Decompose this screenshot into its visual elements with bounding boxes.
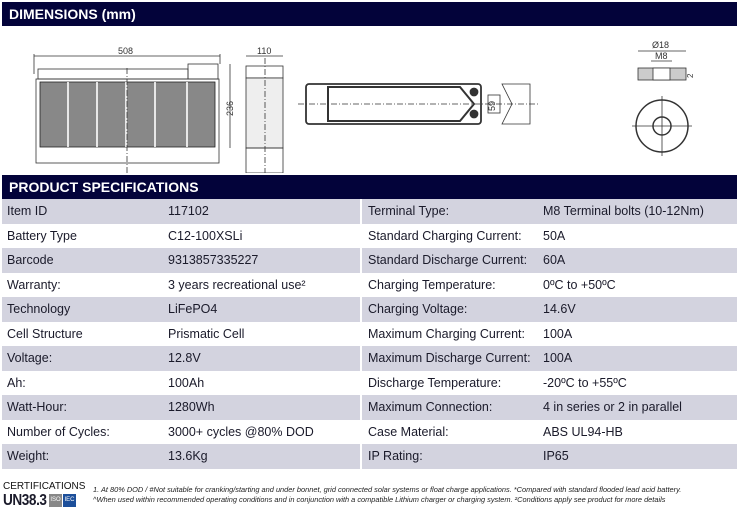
footnote-1: 1. At 80% DOD / #Not suitable for cranki… [93,485,682,494]
terminal-spacing-label: 59 [487,101,497,111]
spec-value: 50A [543,228,566,243]
spec-row: Voltage: 12.8V Maximum Discharge Current: 1… [2,346,737,371]
spec-label: Item ID [7,204,48,219]
spec-value: 1280Wh [168,400,215,415]
spec-label: Warranty: [7,277,61,292]
spec-row: Weight: 13.6Kg IP Rating: IP65 [2,444,737,469]
spec-row: Cell Structure Prismatic Cell Maximum Char… [2,321,737,346]
spec-label: Cell Structure [7,326,83,341]
height-label: 236 [225,101,235,116]
spec-value: 0ºC to +50ºC [543,277,616,292]
terminal-diameter-label: Ø18 [652,40,669,50]
spec-value: 9313857335227 [168,253,259,268]
spec-row: Warranty: 3 years recreational use² Chargi… [2,272,737,297]
spec-value: 100A [543,351,573,366]
length-label: 508 [118,46,133,56]
spec-value: 13.6Kg [168,449,208,464]
spec-label: Voltage: [7,351,53,366]
spec-label: Maximum Connection: [360,395,540,420]
terminal-detail: Ø18 M8 2 [632,40,695,156]
spec-value: 12.8V [168,351,201,366]
un383-certification: UN38.3 [3,492,47,509]
terminal-thread-label: M8 [655,51,668,61]
spec-label: Number of Cycles: [7,424,110,439]
spec-value: IP65 [543,449,569,464]
spec-value: 3000+ cycles @80% DOD [168,424,314,439]
spec-label: Charging Temperature: [360,272,540,297]
spec-value: 4 in series or 2 in parallel [543,400,682,415]
spec-value: Prismatic Cell [168,326,245,341]
spec-label: IP Rating: [360,444,540,469]
spec-value: C12-100XSLi [168,228,243,243]
spec-row: Battery Type C12-100XSLi Standard Charging… [2,223,737,248]
spec-label: Maximum Charging Current: [360,321,540,346]
spec-row: Technology LiFePO4 Charging Voltage: 14.6V [2,297,737,322]
top-view: 59 [298,83,540,125]
specifications-header: PRODUCT SPECIFICATIONS [2,175,737,199]
width-label: 110 [257,46,271,56]
spec-label: Technology [7,302,71,317]
certifications-label: CERTIFICATIONS [3,481,86,492]
spec-row: Watt-Hour: 1280Wh Maximum Connection: 4 in … [2,395,737,420]
spec-value: 14.6V [543,302,576,317]
footnotes: 1. At 80% DOD / #Not suitable for cranki… [93,485,681,505]
spec-label: Maximum Discharge Current: [360,346,540,371]
spec-label: Case Material: [360,419,540,444]
spec-label: Charging Voltage: [360,297,540,322]
front-view: 508 236 [33,46,235,173]
spec-label: Terminal Type: [360,199,540,224]
spec-value: LiFePO4 [168,302,218,317]
dimensions-header: DIMENSIONS (mm) [2,2,737,26]
spec-value: M8 Terminal bolts (10-12Nm) [543,204,704,219]
spec-value: 117102 [168,204,209,219]
spec-value: 100Ah [168,375,205,390]
terminal-depth-label: 2 [686,73,695,78]
spec-label: Battery Type [7,228,77,243]
certification-logos: ISO IEC [49,494,76,507]
spec-value: ABS UL94-HB [543,424,623,439]
specifications-title: PRODUCT SPECIFICATIONS [9,179,199,195]
spec-value: 100A [543,326,573,341]
spec-label: Standard Charging Current: [360,223,540,248]
spec-label: Discharge Temperature: [360,370,540,395]
spec-value: -20ºC to +55ºC [543,375,627,390]
spec-value: 60A [543,253,566,268]
iec-logo: IEC [63,494,76,507]
side-view: 110 [245,46,284,173]
footnote-2: ^When used within recommended operating … [93,495,666,504]
spec-label: Weight: [7,449,50,464]
spec-label: Barcode [7,253,54,268]
spec-row: Item ID 117102 Terminal Type: M8 Terminal b… [2,199,737,224]
specifications-table: Item ID 117102 Terminal Type: M8 Terminal b… [2,199,737,469]
spec-row: Ah: 100Ah Discharge Temperature: -20ºC to +… [2,370,737,395]
spec-value: 3 years recreational use² [168,277,306,292]
dimension-drawing: 508 236 110 59 Ø18 M8 2 [33,40,695,173]
spec-label: Ah: [7,375,26,390]
spec-label: Watt-Hour: [7,400,67,415]
dimensions-title: DIMENSIONS (mm) [9,6,136,22]
spec-row: Number of Cycles: 3000+ cycles @80% DOD Ca… [2,419,737,444]
spec-label: Standard Discharge Current: [360,248,540,273]
iso-logo: ISO [49,494,62,507]
spec-row: Barcode 9313857335227 Standard Discharge C… [2,248,737,273]
